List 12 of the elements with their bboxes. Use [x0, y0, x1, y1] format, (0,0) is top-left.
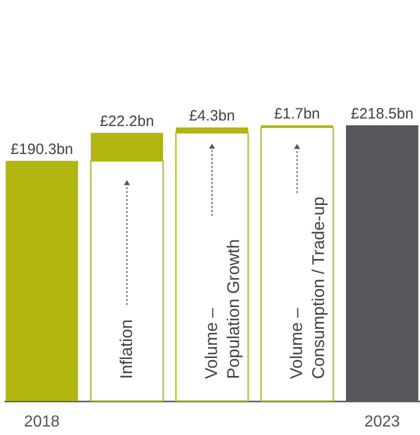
data-label: £4.3bn	[189, 107, 235, 124]
annotation: Volume – Population Growth	[202, 239, 243, 379]
annotation: Volume – Consumption / Trade-up	[287, 196, 328, 379]
annotation: Inflation	[116, 319, 136, 379]
x-tick-label: 2018	[24, 414, 60, 430]
x-tick-label: 2023	[364, 414, 400, 430]
data-label: £190.3bn	[10, 140, 74, 158]
data-label: £218.5bn	[350, 105, 414, 122]
bar	[6, 160, 78, 401]
bar	[260, 126, 334, 402]
data-label: £22.2bn	[100, 112, 154, 130]
data-label: £1.7bn	[274, 105, 320, 122]
